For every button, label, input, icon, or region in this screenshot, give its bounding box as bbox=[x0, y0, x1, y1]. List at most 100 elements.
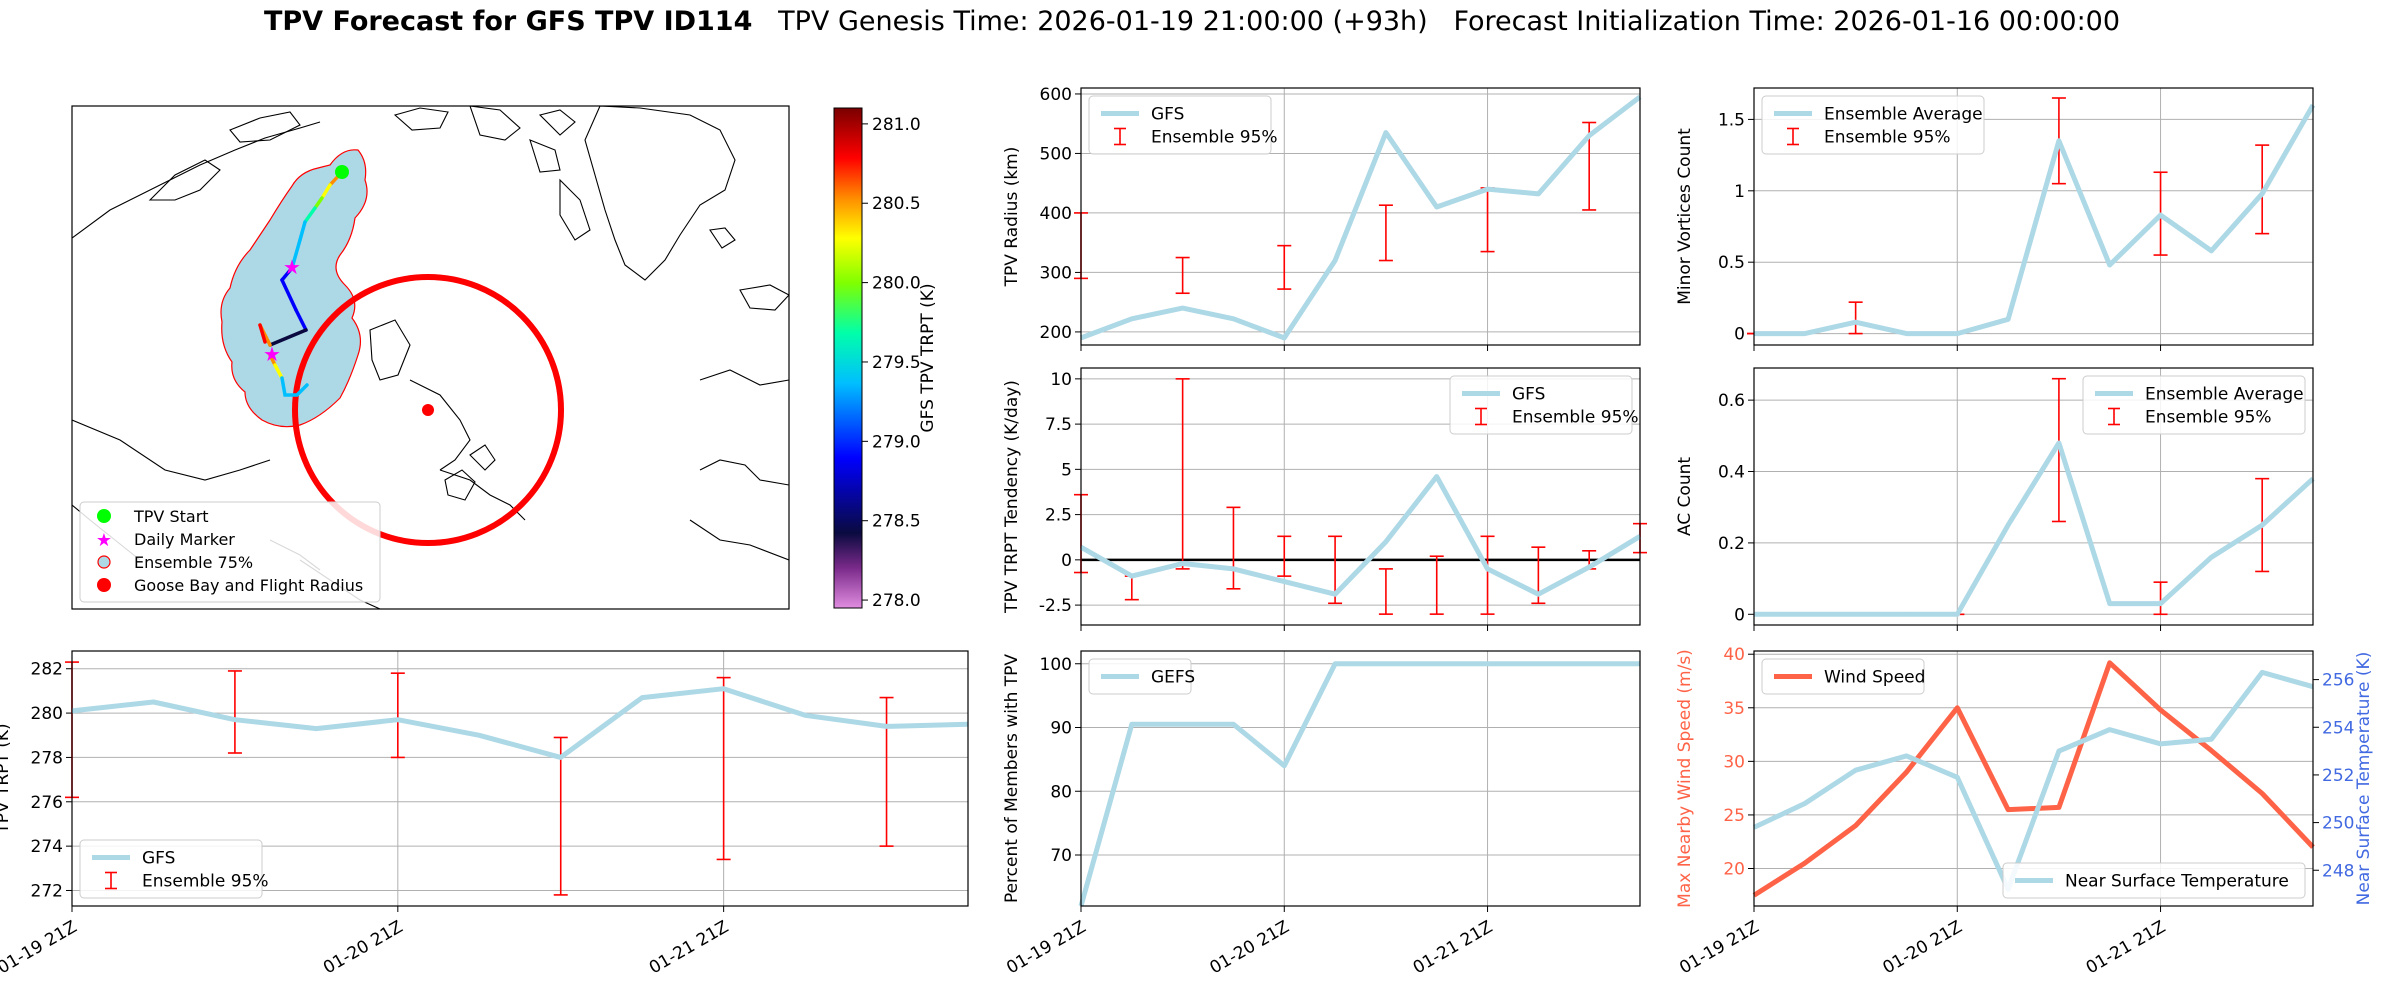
errorbar bbox=[1848, 301, 1863, 335]
y-tick-label: 600 bbox=[1040, 85, 1072, 105]
y-tick-label: 0.4 bbox=[1718, 463, 1745, 483]
daily-marker: ★ bbox=[283, 255, 301, 279]
colorbar-tick-label: 280.5 bbox=[872, 194, 921, 214]
figure-title: TPV Forecast for GFS TPV ID114 TPV Genes… bbox=[0, 6, 2384, 37]
legend-label: Ensemble 95% bbox=[1512, 408, 1639, 428]
legend: Ensemble Average Ensemble 95% bbox=[1761, 95, 1985, 155]
y-right-tick-label: 250 bbox=[2322, 814, 2354, 834]
plot-frame bbox=[1080, 650, 1641, 907]
series-line-gefs bbox=[1078, 661, 1640, 907]
legend-label: Ensemble Average bbox=[2145, 385, 2304, 405]
errorbar bbox=[1277, 244, 1292, 290]
legend-frame bbox=[1088, 95, 1272, 155]
tpv-start-marker bbox=[335, 165, 349, 179]
plot-frame bbox=[1753, 87, 2314, 346]
colorbar-tick-label: 278.5 bbox=[872, 512, 921, 532]
y-tick-label: 10 bbox=[1050, 370, 1072, 390]
legend-ensemble-icon bbox=[97, 555, 111, 569]
errorbar bbox=[227, 670, 242, 754]
plot-frame bbox=[1753, 367, 2314, 626]
series-line-wind-speed bbox=[1752, 660, 2315, 898]
series-line-gfs bbox=[1079, 474, 1642, 597]
errorbar bbox=[390, 672, 405, 759]
y-tick-label: 90 bbox=[1050, 719, 1072, 739]
y-axis-label: TPV TRPT (K) bbox=[0, 723, 13, 834]
errorbar bbox=[1429, 555, 1444, 615]
chart-radius: 200 300 400 500 600 TPV Radius (km) GFS Ensembl… bbox=[1002, 85, 1642, 351]
colorbar-tick-label: 280.0 bbox=[872, 274, 921, 294]
chart-tendency: -2.5 0 2.5 5 7.5 10 TPV TRPT Tendency (K/day) G… bbox=[1002, 367, 1647, 631]
legend-frame bbox=[1761, 95, 1985, 155]
flight-radius-circle bbox=[292, 274, 564, 546]
legend: GFS Ensemble 95% bbox=[79, 839, 269, 899]
figure-title-bold: TPV Forecast for GFS TPV ID114 bbox=[263, 6, 753, 37]
legend-label: Ensemble 95% bbox=[142, 872, 269, 892]
y-tick-label: 0.5 bbox=[1718, 253, 1745, 273]
x-tick-label: 01-21 21Z bbox=[2083, 917, 2169, 978]
map-panel: ★ ★ TPV Start ★ Daily Marker Ensemble 75… bbox=[71, 105, 938, 611]
y-tick-label: 278 bbox=[31, 748, 63, 768]
y-tick-label: 300 bbox=[1040, 263, 1072, 283]
x-tick-label: 01-19 21Z bbox=[1676, 917, 1762, 978]
errorbar bbox=[716, 676, 731, 861]
series-line-gfs bbox=[71, 686, 969, 760]
y-tick-label: 280 bbox=[31, 704, 63, 724]
legend-frame bbox=[1449, 375, 1633, 435]
y-tick-label: 0.2 bbox=[1718, 534, 1745, 554]
y-right-tick-label: 248 bbox=[2322, 861, 2354, 881]
x-tick-label: 01-20 21Z bbox=[320, 917, 406, 978]
legend: Near Surface Temperature bbox=[2002, 862, 2306, 899]
chart-percent: 70 80 90 100 01-19 21Z 01-20 21Z 01-21 21Z Perc… bbox=[1002, 650, 1641, 978]
errorbar bbox=[1378, 204, 1393, 262]
colorbar bbox=[833, 107, 863, 609]
x-tick-label: 01-20 21Z bbox=[1206, 917, 1292, 978]
y-tick-label: 100 bbox=[1040, 655, 1072, 675]
legend-frame bbox=[1761, 658, 1925, 695]
legend-start-label: TPV Start bbox=[133, 507, 209, 526]
y-axis-label: Max Nearby Wind Speed (m/s) bbox=[1675, 649, 1695, 908]
errorbar bbox=[1175, 256, 1190, 295]
y-tick-label: 0 bbox=[1734, 605, 1745, 625]
legend-start-icon bbox=[97, 509, 111, 523]
errorbar bbox=[1175, 378, 1190, 570]
y-tick-label: 5 bbox=[1061, 460, 1072, 480]
y-axis-label: Minor Vortices Count bbox=[1675, 128, 1695, 305]
errorbar bbox=[1226, 506, 1241, 590]
chart-wind: 20 25 30 35 40 01-19 21Z 01-20 21Z 01-21 21Z Max… bbox=[1675, 645, 2374, 978]
plot-frame bbox=[71, 650, 969, 907]
errorbar bbox=[1277, 535, 1292, 577]
series-line-near-surface-temperature bbox=[1752, 669, 2314, 892]
y-tick-label: 1.5 bbox=[1718, 110, 1745, 130]
x-tick-label: 01-21 21Z bbox=[1410, 917, 1496, 978]
legend: Ensemble Average Ensemble 95% bbox=[2082, 375, 2306, 435]
map-legend: TPV Start ★ Daily Marker Ensemble 75% Go… bbox=[79, 501, 381, 603]
y-tick-label: 1 bbox=[1734, 182, 1745, 202]
figure-title-rest: TPV Genesis Time: 2026-01-19 21:00:00 (+… bbox=[752, 6, 2121, 37]
legend-frame bbox=[1088, 658, 1192, 695]
y-tick-label: 20 bbox=[1723, 860, 1745, 880]
legend-label: Near Surface Temperature bbox=[2065, 872, 2289, 892]
errorbar bbox=[553, 736, 568, 896]
y-tick-label: 272 bbox=[31, 881, 63, 901]
legend-label: Ensemble 95% bbox=[1824, 128, 1951, 148]
y-tick-label: 2.5 bbox=[1045, 506, 1072, 526]
legend-label: GEFS bbox=[1151, 668, 1195, 688]
errorbar bbox=[2153, 581, 2168, 616]
legend-daily-icon: ★ bbox=[96, 530, 112, 551]
y-axis-label: AC Count bbox=[1675, 457, 1695, 536]
legend-label: GFS bbox=[1151, 105, 1184, 125]
y-tick-label: 0 bbox=[1061, 551, 1072, 571]
legend-daily-label: Daily Marker bbox=[134, 530, 235, 549]
x-tick-label: 01-20 21Z bbox=[1879, 917, 1965, 978]
colorbar-tick-label: 278.0 bbox=[872, 591, 921, 611]
plot-frame bbox=[1080, 87, 1641, 346]
colorbar-tick-label: 279.5 bbox=[872, 353, 921, 373]
ensemble-75-area bbox=[220, 149, 368, 428]
y-right-axis-label: Near Surface Temperature (K) bbox=[2354, 652, 2374, 906]
legend-label: Wind Speed bbox=[1824, 668, 1925, 688]
legend: Wind Speed bbox=[1761, 658, 1925, 695]
legend-frame bbox=[79, 839, 263, 899]
legend-frame bbox=[2082, 375, 2306, 435]
colorbar-label: GFS TPV TRPT (K) bbox=[918, 283, 938, 432]
